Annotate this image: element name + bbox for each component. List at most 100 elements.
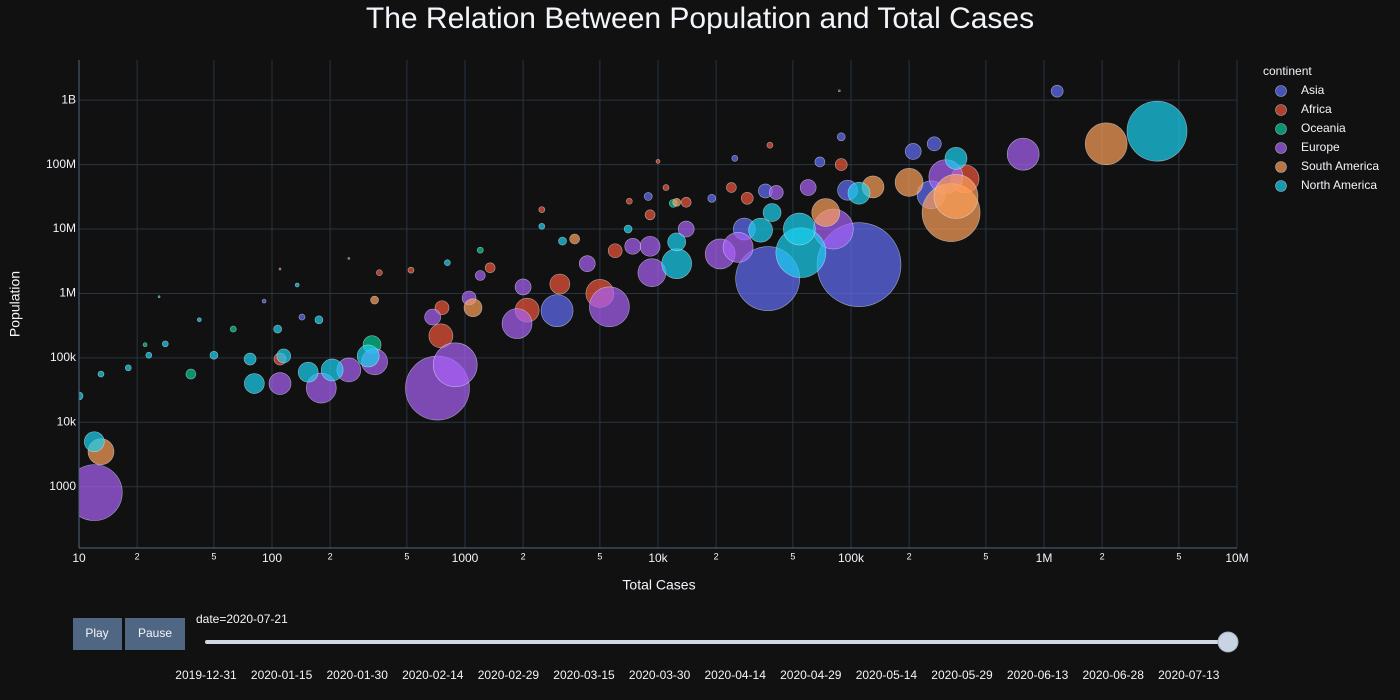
slider-step-label: 2020-06-13 xyxy=(1007,668,1069,682)
bubble xyxy=(244,373,265,394)
x-tick-label: 2 xyxy=(328,551,333,561)
bubble xyxy=(162,340,169,348)
x-tick-label: 5 xyxy=(983,551,988,561)
bubble xyxy=(731,155,739,162)
bubble xyxy=(847,181,871,205)
x-tick-label: 10M xyxy=(1225,551,1248,565)
slider-current-value: date=2020-07-21 xyxy=(196,612,288,626)
bubble xyxy=(320,358,344,382)
x-tick-label: 1M xyxy=(1036,551,1053,565)
bubble xyxy=(145,351,153,359)
x-tick-label: 5 xyxy=(790,551,795,561)
bubble xyxy=(1084,122,1128,166)
bubble xyxy=(644,209,656,221)
slider-handle[interactable] xyxy=(1217,631,1239,653)
bubble xyxy=(589,286,630,328)
bubble xyxy=(276,348,292,364)
bubble xyxy=(79,464,123,521)
y-tick-label: 1M xyxy=(59,286,76,300)
bubble xyxy=(740,191,754,205)
x-tick-label: 2 xyxy=(714,551,719,561)
slider-step-label: 2020-05-14 xyxy=(856,668,918,682)
pause-button-label[interactable]: Pause xyxy=(138,626,172,640)
bubble xyxy=(799,179,817,196)
x-tick-label: 10 xyxy=(72,551,86,565)
bubble xyxy=(79,391,84,401)
bubble xyxy=(643,192,653,201)
legend-label: Asia xyxy=(1301,83,1325,97)
bubble xyxy=(894,168,924,197)
bubble xyxy=(356,344,380,368)
bubble xyxy=(655,159,661,164)
bubble xyxy=(514,278,532,296)
bubble xyxy=(768,185,784,200)
bubble xyxy=(294,282,300,288)
y-tick-label: 100k xyxy=(50,350,77,364)
bubble xyxy=(268,372,292,395)
pause-button[interactable] xyxy=(125,618,185,650)
bubble xyxy=(762,203,782,222)
x-tick-label: 2 xyxy=(521,551,526,561)
bubble xyxy=(1126,100,1188,162)
x-tick-label: 100k xyxy=(838,551,865,565)
bubble xyxy=(209,350,219,360)
legend-marker xyxy=(1275,142,1287,154)
slider-step-label: 2020-01-15 xyxy=(251,668,313,682)
x-tick-label: 1000 xyxy=(452,551,479,565)
slider-track[interactable] xyxy=(205,640,1228,644)
bubble xyxy=(196,317,202,323)
bubble xyxy=(432,342,478,388)
bubble xyxy=(623,224,633,234)
legend-label: Europe xyxy=(1301,140,1340,154)
play-button[interactable] xyxy=(73,618,122,650)
bubble xyxy=(444,259,451,267)
y-tick-label: 100M xyxy=(46,157,76,171)
legend-marker xyxy=(1275,104,1287,116)
bubble xyxy=(569,233,580,245)
bubble xyxy=(229,325,237,333)
bubble xyxy=(538,206,546,213)
bubble xyxy=(97,370,105,378)
bubble xyxy=(474,270,486,281)
legend: Asia Africa Oceania Europe South America Nort… xyxy=(1275,83,1379,192)
animation-controls: Play Pause date=2020-07-21 2019-12-31 202… xyxy=(73,612,1239,682)
bubble xyxy=(463,298,483,318)
slider-step-label: 2020-07-13 xyxy=(1158,668,1220,682)
bubble xyxy=(639,235,661,257)
x-tick-label: 5 xyxy=(404,551,409,561)
bubble xyxy=(83,431,105,453)
legend-label: Africa xyxy=(1301,102,1332,116)
bubble xyxy=(273,324,282,334)
x-axis-title: Total Cases xyxy=(622,577,695,593)
chart-title: The Relation Between Population and Tota… xyxy=(366,2,1034,35)
bubble xyxy=(677,220,695,238)
legend-label: Oceania xyxy=(1301,121,1346,135)
bubble xyxy=(298,313,306,321)
bubble xyxy=(278,267,282,271)
grid: 10 2 5 100 2 5 1000 2 5 10k 2 5 100k 2 5 1M 2 5 10M 1000 10k… xyxy=(46,60,1249,565)
bubble xyxy=(904,143,922,160)
x-tick-label: 5 xyxy=(597,551,602,561)
slider-step-label: 2020-05-29 xyxy=(931,668,993,682)
bubble xyxy=(424,308,441,326)
bubble xyxy=(540,294,574,327)
bubble xyxy=(662,184,670,191)
legend-marker xyxy=(1275,123,1287,135)
x-tick-label: 100 xyxy=(262,551,282,565)
play-button-label[interactable]: Play xyxy=(85,626,108,640)
bubble xyxy=(261,298,267,304)
bubble xyxy=(944,147,968,170)
bubble xyxy=(707,193,717,203)
x-tick-label: 2 xyxy=(1100,551,1105,561)
bubble xyxy=(538,223,546,230)
legend-label: South America xyxy=(1301,159,1379,173)
slider-step-label: 2019-12-31 xyxy=(175,668,237,682)
bubble xyxy=(783,212,816,246)
bubble xyxy=(625,197,633,205)
bubble xyxy=(185,368,197,380)
legend-label: North America xyxy=(1301,178,1377,192)
bubble xyxy=(766,141,774,149)
bubble xyxy=(578,255,596,272)
plot-area xyxy=(79,84,1188,521)
bubble xyxy=(243,352,257,366)
